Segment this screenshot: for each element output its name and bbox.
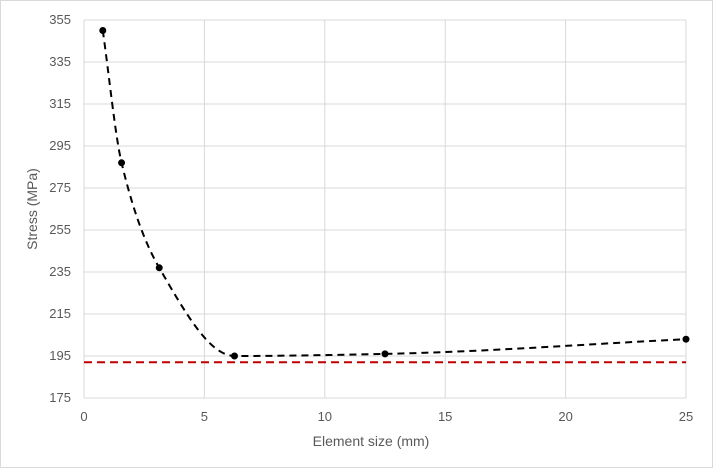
x-axis-title: Element size (mm) [313,433,430,449]
y-tick-label: 335 [49,54,71,69]
x-tick-label: 25 [679,409,693,424]
data-point [231,352,238,360]
data-point [381,350,389,358]
x-tick-label: 10 [318,409,332,424]
y-axis-title: Stress (MPa) [24,168,40,250]
data-point [682,335,690,343]
y-tick-labels: 175 195 215 235 255 275 295 315 335 355 [49,12,71,405]
data-points [99,27,690,360]
trendline [101,30,687,358]
y-tick-label: 315 [49,96,71,111]
x-tick-label: 20 [558,409,572,424]
x-tick-label: 15 [438,409,452,424]
y-tick-label: 195 [49,348,71,363]
y-tick-label: 255 [49,222,71,237]
y-tick-label: 175 [49,390,71,405]
gridlines [83,19,687,399]
data-point [118,159,126,167]
y-tick-label: 215 [49,306,71,321]
y-tick-label: 275 [49,180,71,195]
x-tick-label: 0 [80,409,87,424]
data-point [155,264,163,272]
x-tick-label: 5 [201,409,208,424]
data-point [99,27,107,34]
trendline-group [101,30,687,358]
y-tick-label: 295 [49,138,71,153]
y-tick-label: 235 [49,264,71,279]
y-tick-label: 355 [49,12,71,27]
x-tick-labels: 0 5 10 15 20 25 [80,409,693,424]
